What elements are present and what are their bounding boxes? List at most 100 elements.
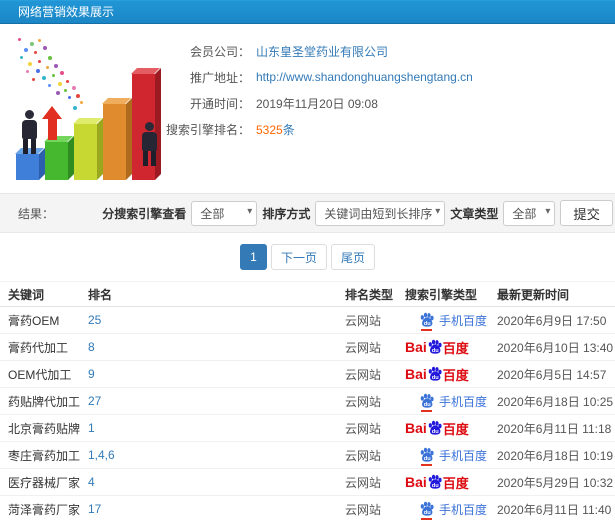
baidu-engine: Bai du 百度	[405, 365, 497, 384]
page-button-next[interactable]: 下一页	[270, 244, 327, 270]
keyword-cell: 医疗器械厂家	[8, 475, 81, 490]
col-header-rank: 排名	[88, 287, 113, 302]
baidu-wordmark: Bai	[405, 366, 427, 382]
article-type-select[interactable]: 全部	[503, 200, 556, 226]
update-time-cell: 2020年6月9日 17:50	[497, 313, 607, 328]
keyword-cell: 膏药OEM	[8, 313, 60, 328]
page-button-current[interactable]: 1	[239, 244, 267, 270]
rank-type-cell: 云网站	[345, 394, 382, 409]
svg-text:du: du	[424, 321, 431, 327]
bar-yellowgreen	[74, 124, 97, 180]
keyword-cell: 药贴牌代加工	[8, 394, 81, 409]
keyword-cell: 膏药代加工	[8, 340, 69, 355]
keyword-cell: 枣庄膏药加工	[8, 448, 81, 463]
bar-green	[45, 142, 68, 180]
rank-link[interactable]: 9	[88, 367, 95, 381]
mobile-baidu-engine: du 手机百度	[405, 447, 497, 466]
update-time-cell: 2020年6月11日 11:40	[497, 502, 612, 517]
page-button-last[interactable]: 尾页	[331, 244, 376, 270]
update-time-cell: 2020年6月10日 13:40	[497, 340, 614, 355]
update-time-cell: 2020年6月11日 11:18	[497, 421, 612, 436]
rank-link[interactable]: 25	[88, 313, 102, 327]
engine-filter-select[interactable]: 全部	[191, 200, 258, 226]
svg-text:du: du	[432, 483, 439, 489]
baidu-paw-icon: du	[427, 474, 443, 490]
svg-text:du: du	[424, 402, 431, 408]
table-row: OEM代加工 9 云网站 Bai du 百度 2020年6月5日 14:57	[0, 361, 615, 388]
rank-link[interactable]: 1	[88, 421, 95, 435]
svg-text:du: du	[432, 429, 439, 435]
page-title-bar: 网络营销效果展示	[0, 0, 615, 24]
sort-filter-select[interactable]: 关键词由短到长排序	[315, 200, 446, 226]
table-row: 医疗器械厂家 4 云网站 Bai du 百度 2020年5月29日 10:32	[0, 469, 615, 496]
baidu-wordmark: Bai	[405, 420, 427, 436]
page-title: 网络营销效果展示	[18, 5, 115, 19]
table-header-row: 关键词 排名 排名类型 搜索引擎类型 最新更新时间	[0, 282, 615, 307]
mobile-baidu-engine: du 手机百度	[405, 393, 497, 412]
table-row: 枣庄膏药加工 1,4,6 云网站 du 手机百度 2020年6月18日 10:19	[0, 442, 615, 469]
baidu-name: 百度	[442, 421, 469, 437]
sort-filter-label: 排序方式	[262, 206, 311, 221]
update-time-cell: 2020年5月29日 10:32	[497, 475, 614, 490]
baidu-engine: Bai du 百度	[405, 338, 497, 357]
rank-type-cell: 云网站	[345, 313, 382, 328]
promo-url-link[interactable]: http://www.shandonghuangshengtang.cn	[256, 70, 473, 84]
filter-bar: 结果： 分搜索引擎查看 全部 排序方式 关键词由短到长排序 文章类型 全部 提交	[0, 193, 615, 233]
bar-orange	[103, 104, 126, 180]
article-type-label: 文章类型	[450, 206, 499, 221]
col-header-keyword: 关键词	[8, 287, 45, 302]
baidu-paw-icon: du	[419, 501, 435, 520]
mobile-baidu-engine: du 手机百度	[405, 501, 497, 520]
engine-label: 手机百度	[439, 448, 488, 463]
baidu-paw-icon: du	[419, 393, 435, 412]
result-label: 结果：	[18, 206, 55, 221]
baidu-paw-icon: du	[427, 366, 443, 382]
bar-chart-graphic	[16, 74, 155, 180]
rank-link[interactable]: 17	[88, 502, 102, 516]
baidu-engine: Bai du 百度	[405, 419, 497, 438]
open-time-label: 开通时间：	[189, 96, 250, 111]
update-time-cell: 2020年6月18日 10:19	[497, 448, 614, 463]
bar-red	[132, 74, 155, 180]
keyword-cell: 菏泽膏药厂家	[8, 502, 81, 517]
rank-link[interactable]: 1,4,6	[88, 448, 115, 462]
table-row: 膏药代加工 8 云网站 Bai du 百度 2020年6月10日 13:40	[0, 334, 615, 361]
update-time-cell: 2020年6月18日 10:25	[497, 394, 614, 409]
submit-button[interactable]: 提交	[560, 200, 613, 226]
baidu-engine: Bai du 百度	[405, 473, 497, 492]
info-row-rank-count: 搜索引擎排名： 5325条	[160, 116, 610, 142]
table-row: 北京膏药贴牌 1 云网站 Bai du 百度 2020年6月11日 11:18	[0, 415, 615, 442]
svg-text:du: du	[432, 348, 439, 354]
rank-link[interactable]: 8	[88, 340, 95, 354]
rank-count-unit[interactable]: 条	[282, 122, 295, 137]
promo-url-label: 推广地址：	[189, 70, 250, 85]
baidu-paw-icon: du	[427, 339, 443, 355]
svg-text:du: du	[432, 375, 439, 381]
baidu-name: 百度	[442, 475, 469, 491]
rank-type-cell: 云网站	[345, 502, 382, 517]
rank-type-cell: 云网站	[345, 448, 382, 463]
rank-type-cell: 云网站	[345, 367, 382, 382]
member-company-link[interactable]: 山东皇圣堂药业有限公司	[256, 44, 389, 59]
member-company-label: 会员公司：	[189, 44, 250, 59]
table-body: 膏药OEM 25 云网站 du 手机百度 2020年6月9日 17:50 膏药代加工 8 云…	[0, 307, 615, 520]
businessman-figure-left	[20, 110, 38, 154]
open-time-value: 2019年11月20日 09:08	[256, 96, 378, 111]
rank-type-cell: 云网站	[345, 475, 382, 490]
up-arrow-icon	[42, 106, 62, 140]
info-row-url: 推广地址： http://www.shandonghuangshengtang.…	[160, 64, 610, 90]
baidu-paw-icon: du	[427, 420, 443, 436]
svg-text:du: du	[424, 456, 431, 462]
engine-label: 手机百度	[439, 394, 488, 409]
bar-blue	[16, 154, 39, 180]
col-header-rank-type: 排名类型	[345, 287, 394, 302]
rank-type-cell: 云网站	[345, 340, 382, 355]
table-row: 膏药OEM 25 云网站 du 手机百度 2020年6月9日 17:50	[0, 307, 615, 334]
baidu-paw-icon: du	[419, 447, 435, 466]
rank-type-cell: 云网站	[345, 421, 382, 436]
rank-link[interactable]: 27	[88, 394, 102, 408]
col-header-update-time: 最新更新时间	[497, 287, 570, 302]
table-row: 药贴牌代加工 27 云网站 du 手机百度 2020年6月18日 10:25	[0, 388, 615, 415]
rank-link[interactable]: 4	[88, 475, 95, 489]
table-row: 菏泽膏药厂家 17 云网站 du 手机百度 2020年6月11日 11:40	[0, 496, 615, 520]
